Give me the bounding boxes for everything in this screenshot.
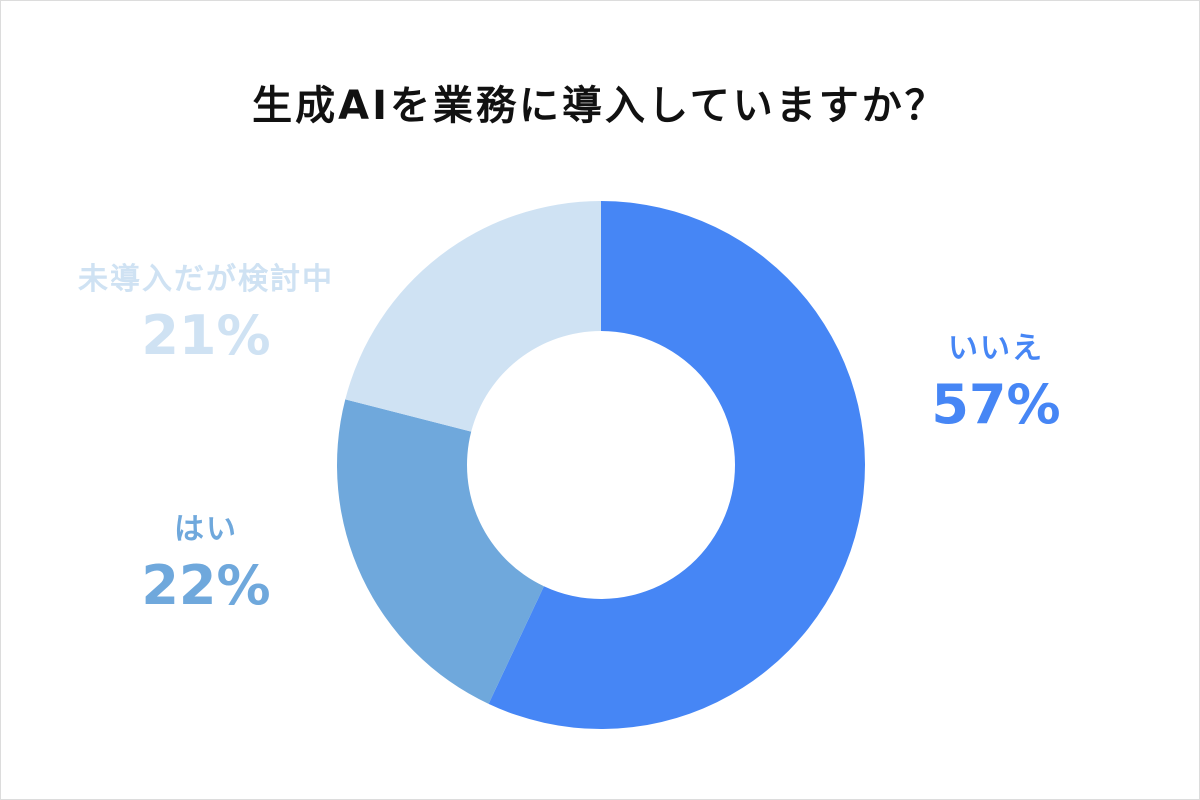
donut-slice-yes xyxy=(337,399,544,704)
slice-label-yes-value: 22% xyxy=(141,554,271,617)
slice-label-considering-name: 未導入だが検討中 xyxy=(78,262,334,297)
slice-label-no-value: 57% xyxy=(931,373,1061,436)
slice-label-yes-name: はい xyxy=(174,512,238,547)
donut-slice-considering xyxy=(345,201,601,432)
slice-label-no-name: いいえ xyxy=(948,331,1044,366)
donut-slice-no xyxy=(488,201,865,729)
slice-label-considering: 未導入だが検討中 21% xyxy=(46,254,366,367)
slice-label-yes: はい 22% xyxy=(106,504,306,617)
slice-label-no: いいえ 57% xyxy=(896,323,1096,436)
chart-title: 生成AIを業務に導入していますか？ xyxy=(252,83,948,129)
slice-label-considering-value: 21% xyxy=(141,304,271,367)
